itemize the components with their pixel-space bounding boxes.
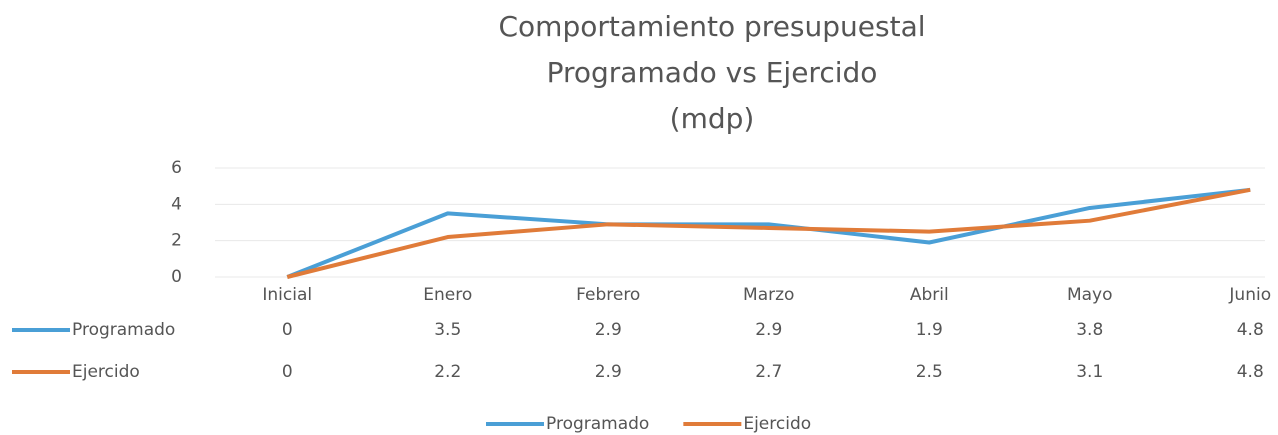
chart-title: (mdp) [670,102,755,135]
table-value: 3.8 [1076,320,1103,340]
x-tick-label: Abril [910,285,949,305]
legend-label: Programado [546,414,649,434]
table-value: 2.7 [755,362,782,382]
table-value: 2.5 [916,362,943,382]
table-value: 3.5 [434,320,461,340]
legend-label: Ejercido [743,414,811,434]
table-value: 0 [282,362,293,382]
x-tick-label: Enero [423,285,472,305]
y-tick-label: 6 [171,158,182,178]
table-value: 3.1 [1076,362,1103,382]
table-value: 1.9 [916,320,943,340]
chart-title: Programado vs Ejercido [547,56,878,89]
table-value: 0 [282,320,293,340]
series-line [286,187,1251,279]
series-line [286,187,1251,279]
table-value: 2.2 [434,362,461,382]
x-tick-label: Mayo [1067,285,1113,305]
table-series-name: Ejercido [72,362,140,382]
table-value: 2.9 [595,362,622,382]
y-tick-label: 2 [171,231,182,251]
x-tick-label: Febrero [576,285,640,305]
chart-title: Comportamiento presupuestal [498,10,925,43]
table-value: 4.8 [1237,320,1264,340]
x-tick-label: Marzo [743,285,794,305]
table-value: 2.9 [755,320,782,340]
table-series-name: Programado [72,320,175,340]
y-tick-label: 0 [171,267,182,287]
x-tick-label: Inicial [262,285,312,305]
table-value: 2.9 [595,320,622,340]
x-tick-label: Junio [1228,285,1271,305]
table-value: 4.8 [1237,362,1264,382]
y-tick-label: 4 [171,194,182,214]
